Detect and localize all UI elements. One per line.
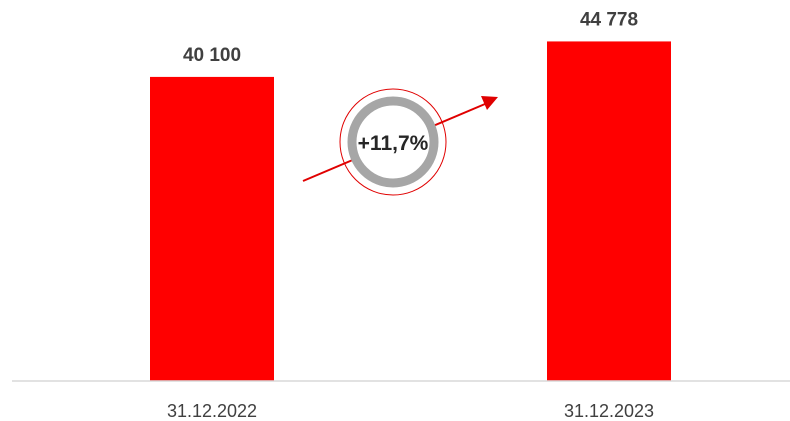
value-label-2: 44 778 bbox=[580, 9, 638, 30]
growth-annotation: +11,7% bbox=[302, 88, 498, 196]
category-label-1: 31.12.2022 bbox=[167, 401, 257, 421]
bar-1 bbox=[150, 76, 274, 382]
category-label-2: 31.12.2023 bbox=[564, 401, 654, 421]
growth-arrow-head bbox=[481, 96, 498, 110]
bar-2 bbox=[547, 41, 671, 381]
value-label-1: 40 100 bbox=[183, 45, 241, 66]
labels-group: 40 100 31.12.2022 44 778 31.12.2023 bbox=[167, 9, 654, 421]
bars-group bbox=[150, 41, 671, 382]
growth-label: +11,7% bbox=[358, 132, 429, 155]
growth-gray-ring bbox=[347, 96, 439, 188]
growth-outer-ring bbox=[339, 88, 447, 196]
